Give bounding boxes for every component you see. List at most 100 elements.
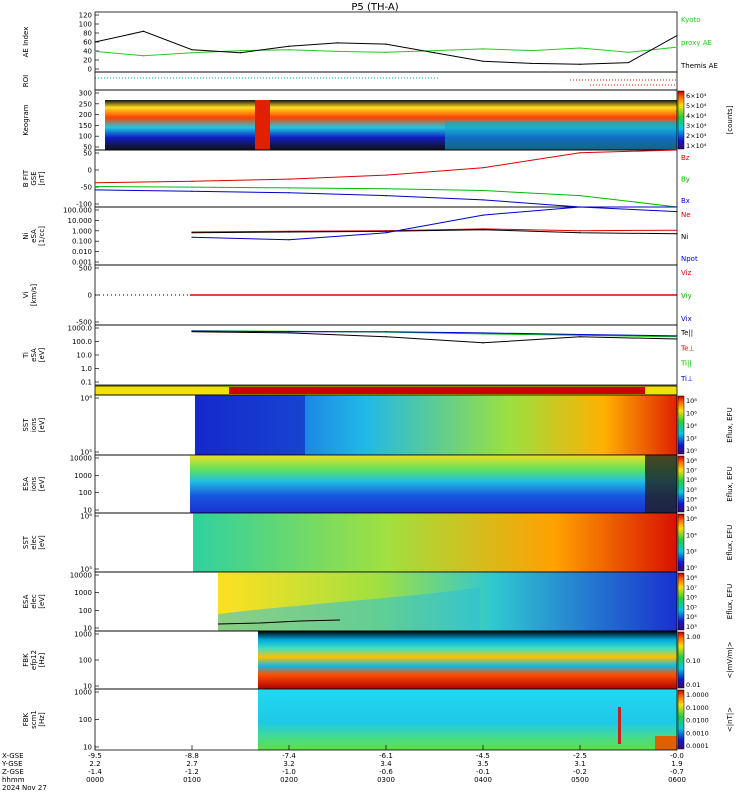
ylabel-esa_i-2: [eV]	[38, 476, 46, 491]
ylabel-bfgs-0: B FIT	[22, 169, 30, 187]
colorbar-label-fbk_b: <|nT|>	[726, 707, 734, 732]
series-group-ni	[191, 206, 678, 241]
legend-ti-2: Ti||	[680, 360, 692, 368]
series-point-ae-1-1	[142, 30, 145, 32]
colorbar-tick-keogram-3: 3×10⁴	[686, 122, 707, 130]
legend-ae-1: proxy AE	[681, 39, 712, 47]
ytick-ti-2: 10.0	[76, 352, 92, 360]
ylabel-bfgs-1: GSE	[30, 171, 38, 185]
colorbar-tick-sst_e-0: 10⁶	[686, 515, 697, 523]
colorbar-esa_i	[677, 455, 685, 513]
series-point-ae-1-11	[627, 61, 630, 64]
series-point-ni-2-2	[385, 232, 387, 234]
ytick-ni-0: 100.000	[63, 207, 92, 215]
series-point-ni-1-5	[676, 233, 678, 235]
series-point-ti-2-3	[482, 332, 484, 334]
ytick-sst_i-0: 10⁶	[80, 395, 92, 403]
series-point-ti-1-5	[676, 336, 678, 338]
series-point-ti-0-1	[288, 332, 290, 334]
colorbar-tick-keogram-5: 1×10⁴	[686, 142, 707, 150]
series-point-ae-1-8	[482, 60, 484, 62]
series-point-bfgs-2-6	[676, 206, 678, 208]
xtick-t-1: 0100	[183, 776, 201, 784]
ylabel-esa_e-2: [eV]	[38, 594, 46, 609]
legend-ae-2: Themis AE	[680, 62, 718, 70]
series-point-bfgs-1-4	[482, 189, 484, 192]
series-line-bfgs-0	[94, 149, 678, 184]
ytick-bfgs-0: 50	[83, 150, 92, 158]
series-line-ni-1	[191, 229, 678, 235]
ytick-vi-1: 0	[88, 292, 92, 300]
fbk-bfield-spectrogram	[258, 689, 677, 750]
xtick-x-6: -0.0	[670, 752, 684, 760]
series-point-bfgs-0-5	[579, 152, 581, 154]
series-point-bfgs-0-4	[482, 167, 484, 169]
xtick-t-3: 0300	[377, 776, 395, 784]
panel-frame-ti	[94, 324, 678, 386]
ytick-sst_i-1: 10⁵	[80, 449, 92, 457]
series-point-bfgs-1-1	[191, 186, 193, 188]
series-point-bfgs-2-3	[385, 195, 387, 197]
colorbar-tick-sst_i-0: 10⁸	[686, 397, 697, 405]
ylabel-fbk_e-1: efp12	[30, 650, 38, 670]
ytick-ae-3: 60	[83, 39, 92, 47]
ylabel-ti-2: [eV]	[38, 347, 46, 362]
xtick-x-4: -4.5	[476, 752, 490, 760]
series-point-ti-0-4	[579, 336, 581, 338]
colorbar-tick-keogram-0: 6×10⁴	[686, 92, 707, 100]
ytick-ae-2: 80	[83, 30, 92, 38]
panel-frame-roi	[94, 71, 678, 91]
xtick-y-2: 3.2	[283, 760, 294, 768]
panel-frame-bfgs	[94, 149, 678, 208]
xtick-x-1: -8.8	[185, 752, 199, 760]
colorbar-tick-esa_i-5: 10³	[686, 505, 697, 513]
legend-ti-1: Te⊥	[680, 344, 695, 352]
xtick-x-3: -6.1	[379, 752, 393, 760]
colorbar-tick-sst_i-1: 10⁶	[686, 410, 697, 418]
xtick-x-5: -2.5	[573, 752, 587, 760]
colorbar-tick-sst_e-1: 10⁴	[686, 531, 697, 539]
ytick-ti-0: 1000.0	[68, 325, 93, 333]
xtick-y-1: 2.7	[186, 760, 197, 768]
ytick-ae-0: 120	[79, 12, 92, 20]
series-point-ti-0-2	[385, 336, 387, 338]
ion-esa-spectrogram	[190, 455, 677, 513]
ytick-ti-3: 1.0	[81, 365, 92, 373]
series-point-bfgs-0-6	[676, 149, 678, 151]
xtick-y-6: 1.9	[671, 760, 682, 768]
ytick-ae-4: 40	[83, 48, 92, 56]
ytick-fbk_e-0: 1000	[74, 631, 92, 639]
colorbar-label-fbk_e: <|mV/m|>	[726, 641, 734, 678]
ytick-fbk_b-1: 100	[79, 716, 92, 724]
legend-ti-0: Te||	[680, 329, 693, 337]
series-group-bfgs	[94, 149, 678, 208]
fbk-bfield-end	[655, 736, 677, 750]
ytick-fbk_e-2: 10	[83, 683, 92, 691]
colorbar-tick-keogram-4: 2×10⁴	[686, 132, 707, 140]
xtick-t-6: 0600	[668, 776, 686, 784]
colorbar-tick-sst_i-2: 10⁴	[686, 422, 697, 430]
ylabel-ae-0: AE Index	[22, 27, 30, 58]
series-point-ti-2-1	[288, 331, 290, 333]
ylabel-fbk_e-0: FBK	[22, 653, 30, 667]
ytick-keogram-1: 250	[79, 100, 92, 108]
colorbar-label-esa_e: Eflux, EFU	[726, 584, 734, 619]
ytick-keogram-3: 150	[79, 122, 92, 130]
colorbar-keogram	[677, 90, 685, 150]
series-point-bfgs-2-1	[191, 190, 193, 192]
xaxis-rowlabel-4: 2024 Nov 27	[2, 784, 47, 792]
ytick-bfgs-1: 0	[88, 167, 92, 175]
colorbar-tick-fbk_e-0: 1.00	[686, 633, 700, 641]
xtick-z-3: -0.6	[379, 768, 393, 776]
series-point-bfgs-1-0	[94, 185, 96, 188]
xaxis-rowlabel-3: hhmm	[2, 776, 25, 784]
panel-frame-ae	[94, 11, 678, 73]
colorbar-tick-fbk_b-0: 1.0000	[686, 691, 709, 699]
ylabel-esa_e-1: elec	[30, 594, 38, 609]
series-point-ti-0-3	[482, 342, 484, 344]
ylabel-esa_e-0: ESA	[22, 594, 30, 608]
colorbar-sst_i	[677, 395, 685, 455]
fbk-efield-spectrogram	[258, 631, 677, 689]
